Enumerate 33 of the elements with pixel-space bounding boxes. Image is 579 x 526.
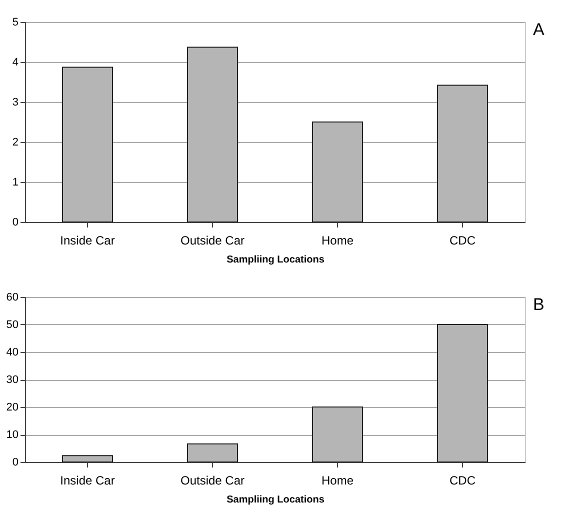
bar xyxy=(437,84,488,222)
x-tick-label: Inside Car xyxy=(60,474,115,488)
x-axis-title: Sampliing Locations xyxy=(226,494,325,506)
y-tick-label: 4 xyxy=(12,56,18,68)
x-tick-label: Home xyxy=(321,474,354,488)
y-tick-label: 3 xyxy=(12,96,18,108)
y-tick-label: 0 xyxy=(12,216,18,228)
text: A xyxy=(533,20,545,39)
bar xyxy=(312,406,363,462)
bar xyxy=(437,324,488,462)
x-tick-label: CDC xyxy=(450,474,476,488)
y-tick-label: 50 xyxy=(6,319,18,331)
bar xyxy=(187,443,238,462)
y-tick-label: 2 xyxy=(12,136,18,148)
y-tick-label: 1 xyxy=(12,176,18,188)
text: B xyxy=(533,295,544,314)
x-tick-label: Inside Car xyxy=(60,234,115,248)
x-tick-label: Outside Car xyxy=(180,474,245,488)
x-tick-label: Outside Car xyxy=(180,234,245,248)
bar xyxy=(312,122,363,222)
y-tick-label: 0 xyxy=(12,456,18,468)
y-tick-label: 40 xyxy=(6,346,18,358)
bar xyxy=(62,66,113,222)
bar xyxy=(62,455,113,462)
x-tick-label: CDC xyxy=(450,234,476,248)
x-tick-label: Home xyxy=(321,234,354,248)
y-tick-label: 10 xyxy=(6,429,18,441)
x-axis-title: Sampliing Locations xyxy=(226,254,325,266)
y-tick-label: 20 xyxy=(6,402,18,414)
y-tick-label: 5 xyxy=(12,16,18,28)
bar xyxy=(187,46,238,222)
y-tick-label: 30 xyxy=(6,374,18,386)
y-tick-label: 60 xyxy=(6,292,18,304)
